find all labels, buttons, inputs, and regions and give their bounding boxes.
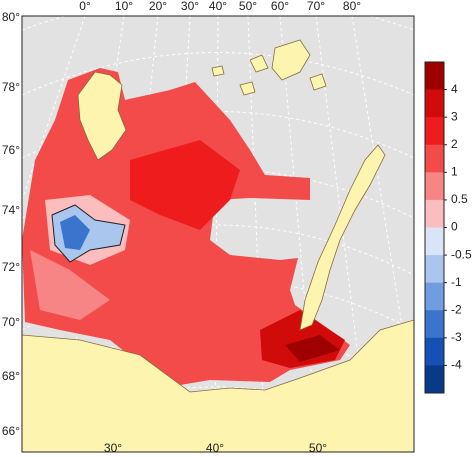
colorbar-cell [425, 282, 444, 311]
longitude-label: 60° [271, 0, 289, 13]
longitude-label: 40° [206, 441, 224, 455]
colorbar-label: 2 [451, 137, 458, 151]
colorbar-cell [425, 227, 444, 256]
colorbar-cell [425, 310, 444, 339]
longitude-label: 50° [309, 441, 327, 455]
latitude-label: 76° [2, 143, 20, 157]
longitude-label: 20° [149, 0, 167, 13]
colorbar-label: 3 [451, 109, 458, 123]
colorbar-label: 1 [451, 165, 458, 179]
longitude-label: 40° [209, 0, 227, 13]
colorbar-label: -4 [451, 358, 462, 372]
colorbar-cell [425, 117, 444, 146]
land [22, 39, 414, 452]
colorbar-cell [425, 172, 444, 201]
map-area [22, 16, 414, 452]
colorbar-cell [425, 255, 444, 283]
longitude-label: 0° [79, 0, 91, 13]
latitude-label: 72° [2, 260, 20, 274]
longitude-label: 30° [181, 0, 199, 13]
colorbar-label: -3 [451, 330, 462, 344]
colorbar-cell [425, 62, 444, 90]
latitude-label: 80° [2, 10, 20, 24]
latitude-label: 74° [2, 203, 20, 217]
colorbar-cell [425, 144, 444, 173]
colorbar-cell [425, 337, 444, 366]
latitude-label: 70° [2, 315, 20, 329]
longitude-label: 70° [307, 0, 325, 13]
colorbar: 4 3 2 1 0.5 0 -0.5 -1 -2 -3 -4 [424, 61, 472, 394]
colorbar-label: -2 [451, 302, 462, 316]
longitude-label: 10° [115, 0, 133, 13]
map-frame [21, 15, 415, 453]
longitude-label: 80° [343, 0, 361, 13]
colorbar-label: 0 [451, 220, 458, 234]
colorbar-cell [425, 365, 444, 394]
longitude-label: 30° [104, 441, 122, 455]
colorbar-label: -0.5 [451, 247, 472, 261]
longitude-label: 50° [239, 0, 257, 13]
colorbar-label: 0.5 [451, 192, 468, 206]
latitude-label: 66° [2, 424, 20, 438]
colorbar-cell [425, 89, 444, 118]
latitude-label: 78° [2, 80, 20, 94]
colorbar-cell [425, 199, 444, 228]
colorbar-label: -1 [451, 275, 462, 289]
latitude-label: 68° [2, 369, 20, 383]
map-labels: 80° 78° 76° 74° 72° 70° 68° 66° 0° 10° 20° 30° 40° 50… [2, 0, 361, 455]
colorbar-label: 4 [451, 82, 458, 96]
